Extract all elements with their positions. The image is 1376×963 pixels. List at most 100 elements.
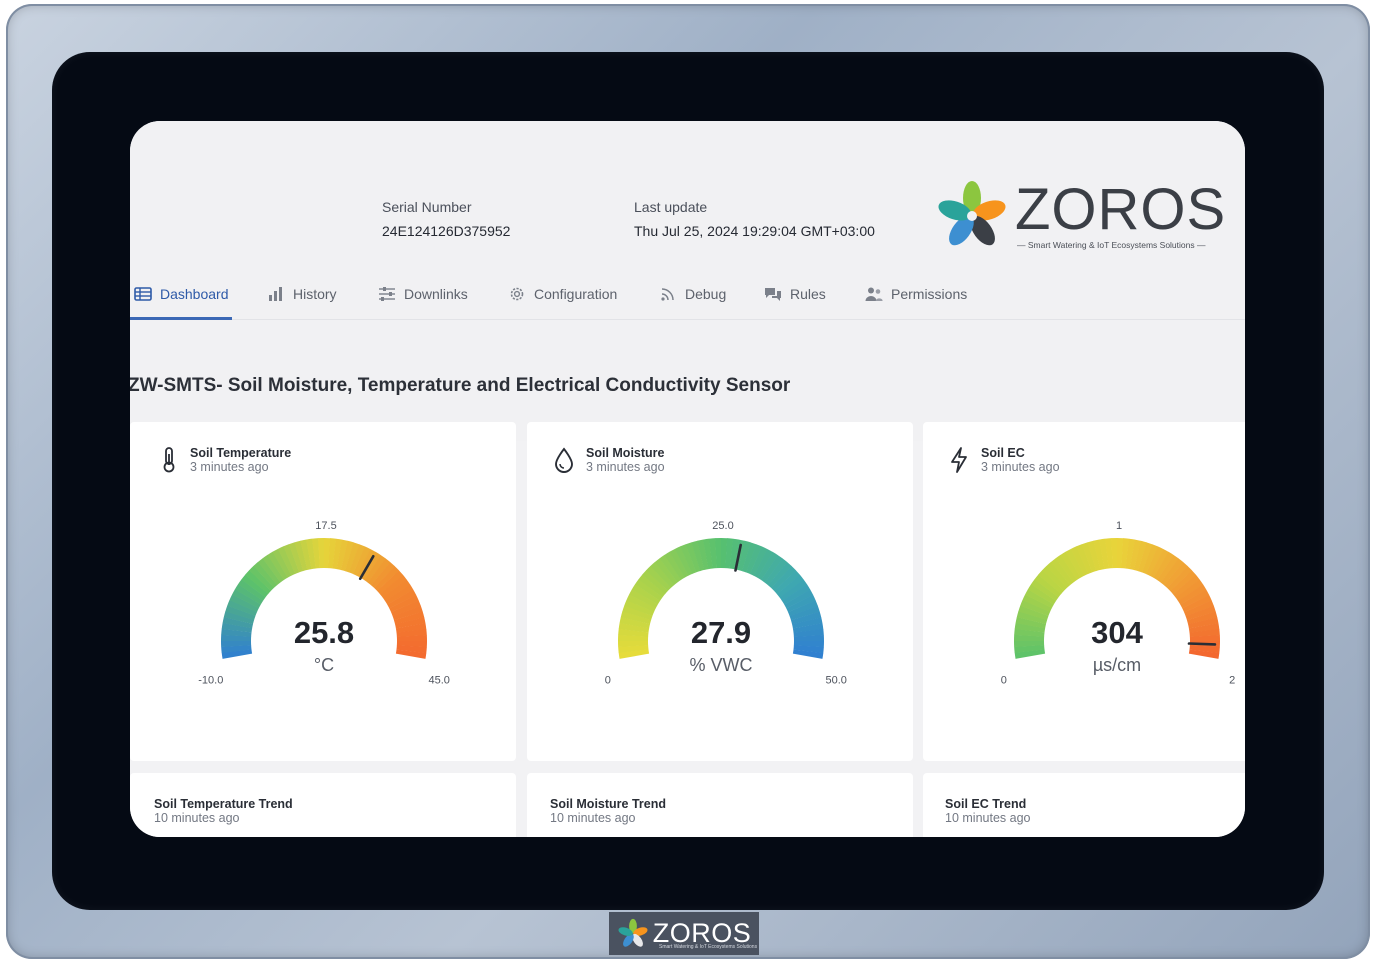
gauge-arc-segment [348, 544, 366, 575]
gauge-arc-segment [1133, 540, 1147, 572]
gauge-arc-segment [1038, 570, 1065, 595]
gauge-min-label: 0 [605, 675, 611, 687]
gauge-arc-segment [680, 544, 697, 575]
gauge-arc-segment [1185, 605, 1216, 621]
card-timestamp: 3 minutes ago [190, 460, 269, 474]
gauge-arc-segment [646, 565, 672, 591]
tab-label: Debug [685, 286, 727, 302]
gauge-arc-segment [262, 554, 285, 583]
gauge-arc-segment [1087, 540, 1101, 572]
gauge-arc-segment [234, 584, 264, 605]
gauge-arc-segment [1188, 617, 1219, 629]
soil-moisture-card: Soil Moisture 3 minutes ago 0 25.0 50.0 27.… [527, 422, 913, 761]
gauge-arc-segment [764, 558, 788, 586]
gauge-arc-segment [1153, 551, 1174, 581]
gauge-arc-segment [1065, 548, 1085, 578]
trend-timestamp: 10 minutes ago [550, 811, 636, 825]
gauge-arc-segment [1018, 605, 1049, 621]
gauge-arc-segment [1076, 544, 1093, 575]
gauge-arc-segment [253, 561, 278, 588]
gauge-max-label: 50.0 [825, 675, 846, 687]
gauge-arc-segment [1177, 584, 1207, 605]
gauge-arc-segment [300, 539, 312, 570]
gauge-arc-segment [787, 600, 818, 617]
gauge-value: 27.9 [691, 615, 751, 650]
tab-label: History [293, 286, 337, 302]
gauge-arc-segment [757, 551, 778, 581]
gauge-arc-segment [1014, 622, 1046, 633]
gauge-unit: % VWC [690, 655, 753, 675]
gauge-arc-segment [1167, 566, 1193, 592]
gauge-arc-segment [249, 565, 275, 591]
gauge-arc-segment [745, 544, 763, 575]
tab-history[interactable]: History [267, 271, 337, 317]
trend-title: Soil Temperature Trend [154, 797, 293, 811]
header-area [130, 121, 1245, 441]
users-icon [865, 285, 883, 303]
tab-rules[interactable]: Rules [764, 271, 826, 317]
gauge-arc-segment [306, 538, 316, 570]
gauge-arc-segment [650, 561, 675, 588]
gauge-arc-segment [642, 570, 669, 595]
tab-dashboard[interactable]: Dashboard [134, 271, 229, 317]
tab-label: Permissions [891, 286, 968, 302]
tab-downlinks[interactable]: Downlinks [378, 271, 468, 317]
tab-debug[interactable]: Debug [659, 271, 726, 317]
gauge-arc-segment [1183, 600, 1214, 617]
soil-ec-gauge: 0 1 2 304 µs/cm [1001, 520, 1235, 687]
last-update-value: Thu Jul 25, 2024 19:29:04 GMT+03:00 [634, 223, 875, 239]
gauge-arc-segment [370, 562, 395, 589]
serial-number-value: 24E124126D375952 [382, 223, 511, 239]
gauge-arc-segment [1030, 579, 1059, 601]
gauge-arc-segment [761, 554, 783, 583]
gauge-arc-segment [390, 600, 421, 617]
gauge-arc-segment [221, 622, 253, 633]
soil-ec-card: Soil EC 3 minutes ago 0 1 2 304 µs/cm [923, 422, 1245, 761]
table-icon [134, 285, 152, 303]
gauge-arc-segment [1141, 544, 1159, 575]
card-timestamp: 3 minutes ago [981, 460, 1060, 474]
gauge-arc-segment [631, 584, 661, 605]
gauge-arc-segment [382, 579, 411, 602]
gauge-arc-segment [395, 617, 426, 629]
gauge-arc-segment [227, 599, 258, 617]
bar-chart-icon [267, 285, 285, 303]
gauge-arc-segment [336, 539, 349, 571]
gauge-arc-segment [1020, 599, 1051, 617]
gauge-arc-segment [332, 538, 343, 570]
gauge-max-label: 45.0 [428, 675, 449, 687]
gauge-arc-segment [387, 589, 417, 609]
gauge-max-label: 2 [1229, 675, 1235, 687]
badge-tagline: Smart Watering & IoT Ecosystems Solution… [659, 944, 758, 950]
gauge-arc-segment [288, 542, 304, 573]
gauge-arc-segment [229, 594, 259, 613]
device-brand-badge: ZOROS Smart Watering & IoT Ecosystems So… [609, 912, 759, 955]
tab-bar: Dashboard History Downlinks Configuratio… [130, 271, 1245, 320]
gauge-arc-segment [654, 558, 678, 586]
gauge-arc-segment [792, 617, 823, 629]
gauge-arc-segment [1170, 570, 1197, 595]
gauge-arc-segment [620, 611, 652, 625]
droplet-icon [553, 446, 575, 474]
trend-title: Soil Moisture Trend [550, 797, 666, 811]
tab-configuration[interactable]: Configuration [508, 271, 617, 317]
gauge-arc-segment [685, 542, 701, 573]
tab-label: Dashboard [160, 286, 229, 302]
gauge-arc-segment [786, 594, 816, 613]
gauge-arc-segment [352, 546, 371, 576]
gauge-arc-segment [753, 548, 773, 578]
gauge-min-label: 0 [1001, 675, 1007, 687]
gauge-arc-segment [1137, 542, 1153, 573]
tab-permissions[interactable]: Permissions [865, 271, 967, 317]
gauge-arc-segment [792, 623, 824, 633]
gauge-needle [734, 543, 743, 572]
gauge-arc-segment [618, 649, 650, 659]
flower-logo-icon [618, 918, 648, 947]
gauge-arc-segment [703, 538, 713, 570]
gauge-arc-segment [624, 599, 655, 617]
gauge-arc-segment [781, 584, 811, 605]
gauge-arc-segment [1042, 565, 1068, 591]
gauge-arc-segment [741, 542, 757, 573]
gauge-arc-segment [1188, 649, 1220, 659]
gauge-arc-segment [277, 546, 296, 576]
